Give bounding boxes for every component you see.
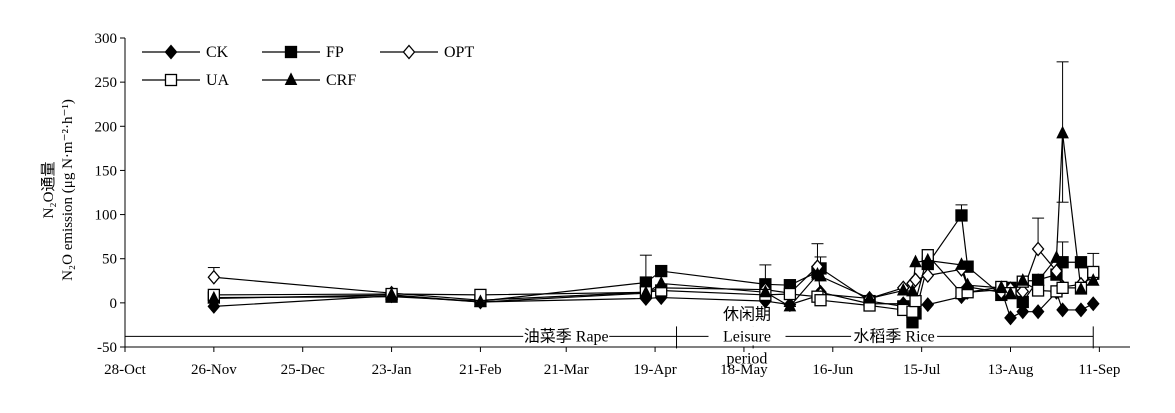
point-crf — [759, 284, 772, 298]
legend-label-ua: UA — [206, 72, 230, 89]
legend-marker-ck — [164, 44, 178, 60]
point-crf — [1004, 286, 1017, 300]
x-tick-label: 23-Jan — [372, 362, 412, 378]
point-crf — [1031, 273, 1045, 286]
point-ck — [1016, 304, 1030, 320]
y-tick-label: 200 — [95, 119, 118, 135]
point-crf — [1086, 273, 1100, 286]
point-ck — [1074, 302, 1088, 318]
y-tick-label: 50 — [102, 252, 117, 268]
point-fp — [955, 209, 968, 222]
y-tick-label: 100 — [95, 208, 118, 224]
y-tick-label: 0 — [110, 296, 118, 312]
point-crf — [385, 287, 398, 300]
point-opt — [1050, 263, 1063, 279]
point-crf — [783, 298, 797, 312]
point-ua — [814, 294, 827, 307]
point-crf — [814, 268, 827, 282]
point-opt — [1031, 241, 1045, 257]
season-label: Leisure — [723, 328, 771, 345]
axes-layer: -50 0 50 100 150 200 250 300 28-Oct 26-Nov 25-Dec 2… — [95, 31, 1130, 378]
point-opt — [921, 267, 935, 283]
y-tick-label: 300 — [95, 31, 118, 47]
point-crf — [909, 254, 922, 268]
point-crf — [207, 290, 221, 304]
point-ua — [783, 287, 797, 301]
y-tick-label: 150 — [95, 163, 118, 179]
season-label: period — [727, 350, 768, 367]
point-ua — [906, 305, 919, 318]
x-tick-label: 21-Mar — [544, 362, 589, 378]
point-crf — [1074, 281, 1088, 295]
point-ck — [1004, 310, 1017, 326]
point-ck — [1056, 302, 1069, 318]
y-axis-label-cn: N₂O通量 — [40, 162, 57, 219]
x-tick-label: 19-Apr — [633, 362, 676, 378]
y-axis-label-en: N₂O emission (μg N·m⁻²·h⁻¹) — [60, 99, 76, 281]
point-crf — [896, 282, 910, 296]
point-crf — [639, 285, 653, 299]
point-ck — [1086, 296, 1100, 312]
x-tick-label: 25-Dec — [281, 362, 325, 378]
point-opt — [909, 272, 922, 288]
season-label-bg — [708, 326, 786, 346]
point-ua — [1031, 284, 1045, 297]
x-tick-label: 21-Feb — [459, 362, 502, 378]
point-crf — [474, 294, 487, 307]
legend-label-opt: OPT — [444, 44, 474, 61]
x-tick-label: 28-Oct — [104, 362, 146, 378]
x-tick-label: 26-Nov — [191, 362, 237, 378]
point-crf — [1050, 250, 1063, 263]
season-label-bg — [523, 326, 610, 346]
x-tick-label: 13-Aug — [988, 362, 1034, 378]
point-crf — [921, 252, 935, 266]
legend-label-crf: CRF — [326, 72, 356, 89]
point-ua — [1056, 281, 1069, 294]
season-label-bg — [726, 304, 768, 324]
y-tick-label: -50 — [97, 340, 117, 356]
point-crf — [906, 283, 919, 297]
season-label: 水稻季 Rice — [853, 327, 934, 345]
point-crf — [1056, 125, 1069, 139]
point-crf — [654, 275, 668, 289]
point-ck — [921, 297, 935, 313]
x-tick-label: 15-Jul — [903, 362, 941, 378]
point-ck — [1031, 304, 1045, 320]
legend: CK FP OPT UA CRF — [142, 44, 474, 89]
y-tick-label: 250 — [95, 75, 118, 91]
legend-label-ck: CK — [206, 44, 229, 61]
point-opt — [1016, 283, 1030, 299]
point-fp — [655, 264, 668, 278]
point-ua — [909, 294, 922, 308]
legend-label-fp: FP — [326, 44, 344, 61]
point-fp — [1074, 256, 1088, 269]
point-crf — [863, 290, 876, 304]
x-tick-label: 11-Sep — [1078, 362, 1120, 378]
season-label-bg — [851, 326, 938, 346]
season-label: 油菜季 Rape — [524, 327, 609, 345]
point-crf — [955, 257, 968, 270]
season-label: 休闲期 — [723, 305, 771, 323]
x-tick-label: 18-May — [720, 362, 768, 378]
point-crf — [1016, 273, 1030, 286]
legend-marker-opt — [402, 44, 416, 60]
point-crf — [995, 280, 1008, 293]
series-layer — [207, 61, 1100, 329]
legend-marker-ua — [164, 73, 178, 87]
point-opt — [207, 269, 221, 285]
point-crf — [961, 277, 974, 291]
legend-marker-fp — [284, 45, 298, 59]
x-tick-label: 16-Jun — [812, 362, 853, 378]
legend-marker-crf — [284, 72, 298, 85]
